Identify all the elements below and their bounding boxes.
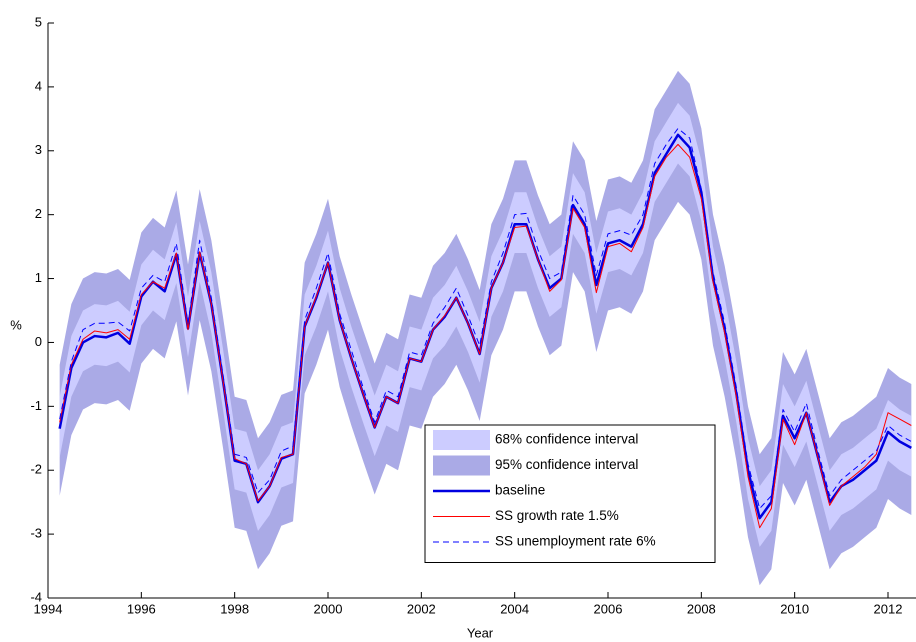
x-tick-label: 2000 (314, 601, 343, 616)
line-series (59, 143, 912, 529)
legend-label: 95% confidence interval (495, 457, 638, 472)
legend-label: SS growth rate 1.5% (495, 508, 619, 523)
y-tick-label: -4 (30, 589, 42, 604)
legend: 68% confidence interval 95% confidence in… (424, 424, 716, 563)
line-series (59, 127, 912, 510)
plot-area (58, 70, 912, 586)
legend-swatch (433, 455, 490, 476)
x-tick-label: 2008 (687, 601, 716, 616)
legend-label: SS unemployment rate 6% (495, 534, 656, 549)
x-tick-label: 2012 (874, 601, 903, 616)
x-tick-label: 2004 (500, 601, 529, 616)
x-tick-label: 1998 (220, 601, 249, 616)
legend-label: 68% confidence interval (495, 432, 638, 447)
y-tick-label: 0 (35, 334, 42, 349)
y-tick-label: 2 (35, 206, 42, 221)
x-tick-label: 2002 (407, 601, 436, 616)
y-axis-label: % (10, 317, 22, 332)
legend-swatch (433, 430, 490, 450)
y-tick-label: 3 (35, 142, 42, 157)
x-tick-label: 1994 (34, 601, 63, 616)
y-tick-label: 4 (35, 78, 42, 93)
x-axis-label: Year (467, 625, 494, 640)
x-tick-label: 1996 (127, 601, 156, 616)
y-tick-label: 5 (35, 14, 42, 29)
x-tick-label: 2010 (780, 601, 809, 616)
y-tick-label: -2 (30, 462, 42, 477)
y-tick-label: -3 (30, 526, 42, 541)
x-tick-label: 2006 (594, 601, 623, 616)
y-tick-label: -1 (30, 398, 42, 413)
legend-label: baseline (495, 483, 545, 498)
y-tick-label: 1 (35, 270, 42, 285)
axes: -4 -3 -2 -1 0 1 2 3 4 5 1994 1996 1998 2000 2002 2004 20… (30, 14, 916, 616)
